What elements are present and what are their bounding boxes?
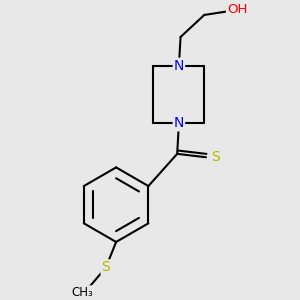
- Text: CH₃: CH₃: [71, 286, 93, 299]
- Text: OH: OH: [227, 3, 247, 16]
- Text: N: N: [174, 116, 184, 130]
- Text: S: S: [211, 150, 220, 164]
- Text: S: S: [102, 260, 110, 274]
- Text: N: N: [174, 59, 184, 73]
